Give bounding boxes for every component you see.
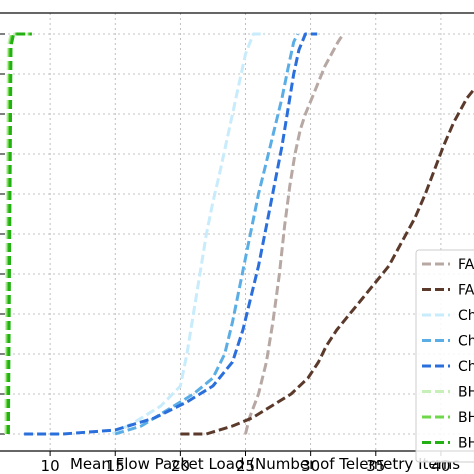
series-line-1 — [244, 33, 345, 435]
legend-label: FA — [458, 257, 474, 273]
grid — [0, 13, 474, 451]
legend-label: FA — [458, 283, 474, 299]
x-tick-label: 10 — [41, 457, 60, 474]
x-tick-label: 25 — [236, 457, 255, 474]
legend-label: BH — [458, 410, 474, 426]
legend-label: Ch — [458, 359, 474, 375]
legend: FA FA Ch Ch Ch BH BH BH — [415, 249, 474, 463]
series-line-5 — [24, 32, 318, 436]
series-lines — [4, 32, 474, 436]
series-line-4 — [114, 33, 299, 436]
x-tick-label: 20 — [171, 457, 190, 474]
series-line-2 — [180, 87, 474, 436]
legend-label: Ch — [458, 308, 474, 324]
legend-box — [415, 249, 474, 463]
series-line-3 — [111, 32, 266, 436]
series-line-8 — [6, 32, 32, 435]
x-tick-label: 35 — [366, 457, 385, 474]
x-tick-label: 15 — [106, 457, 125, 474]
legend-label: BH — [458, 385, 474, 401]
plot-area-frame — [0, 12, 474, 452]
legend-label: Ch — [458, 334, 474, 350]
x-axis-label: Mean Flow Packet Load (Number of Telemet… — [70, 455, 460, 473]
legend-label: BH — [458, 436, 474, 452]
x-tick-label: 30 — [301, 457, 320, 474]
